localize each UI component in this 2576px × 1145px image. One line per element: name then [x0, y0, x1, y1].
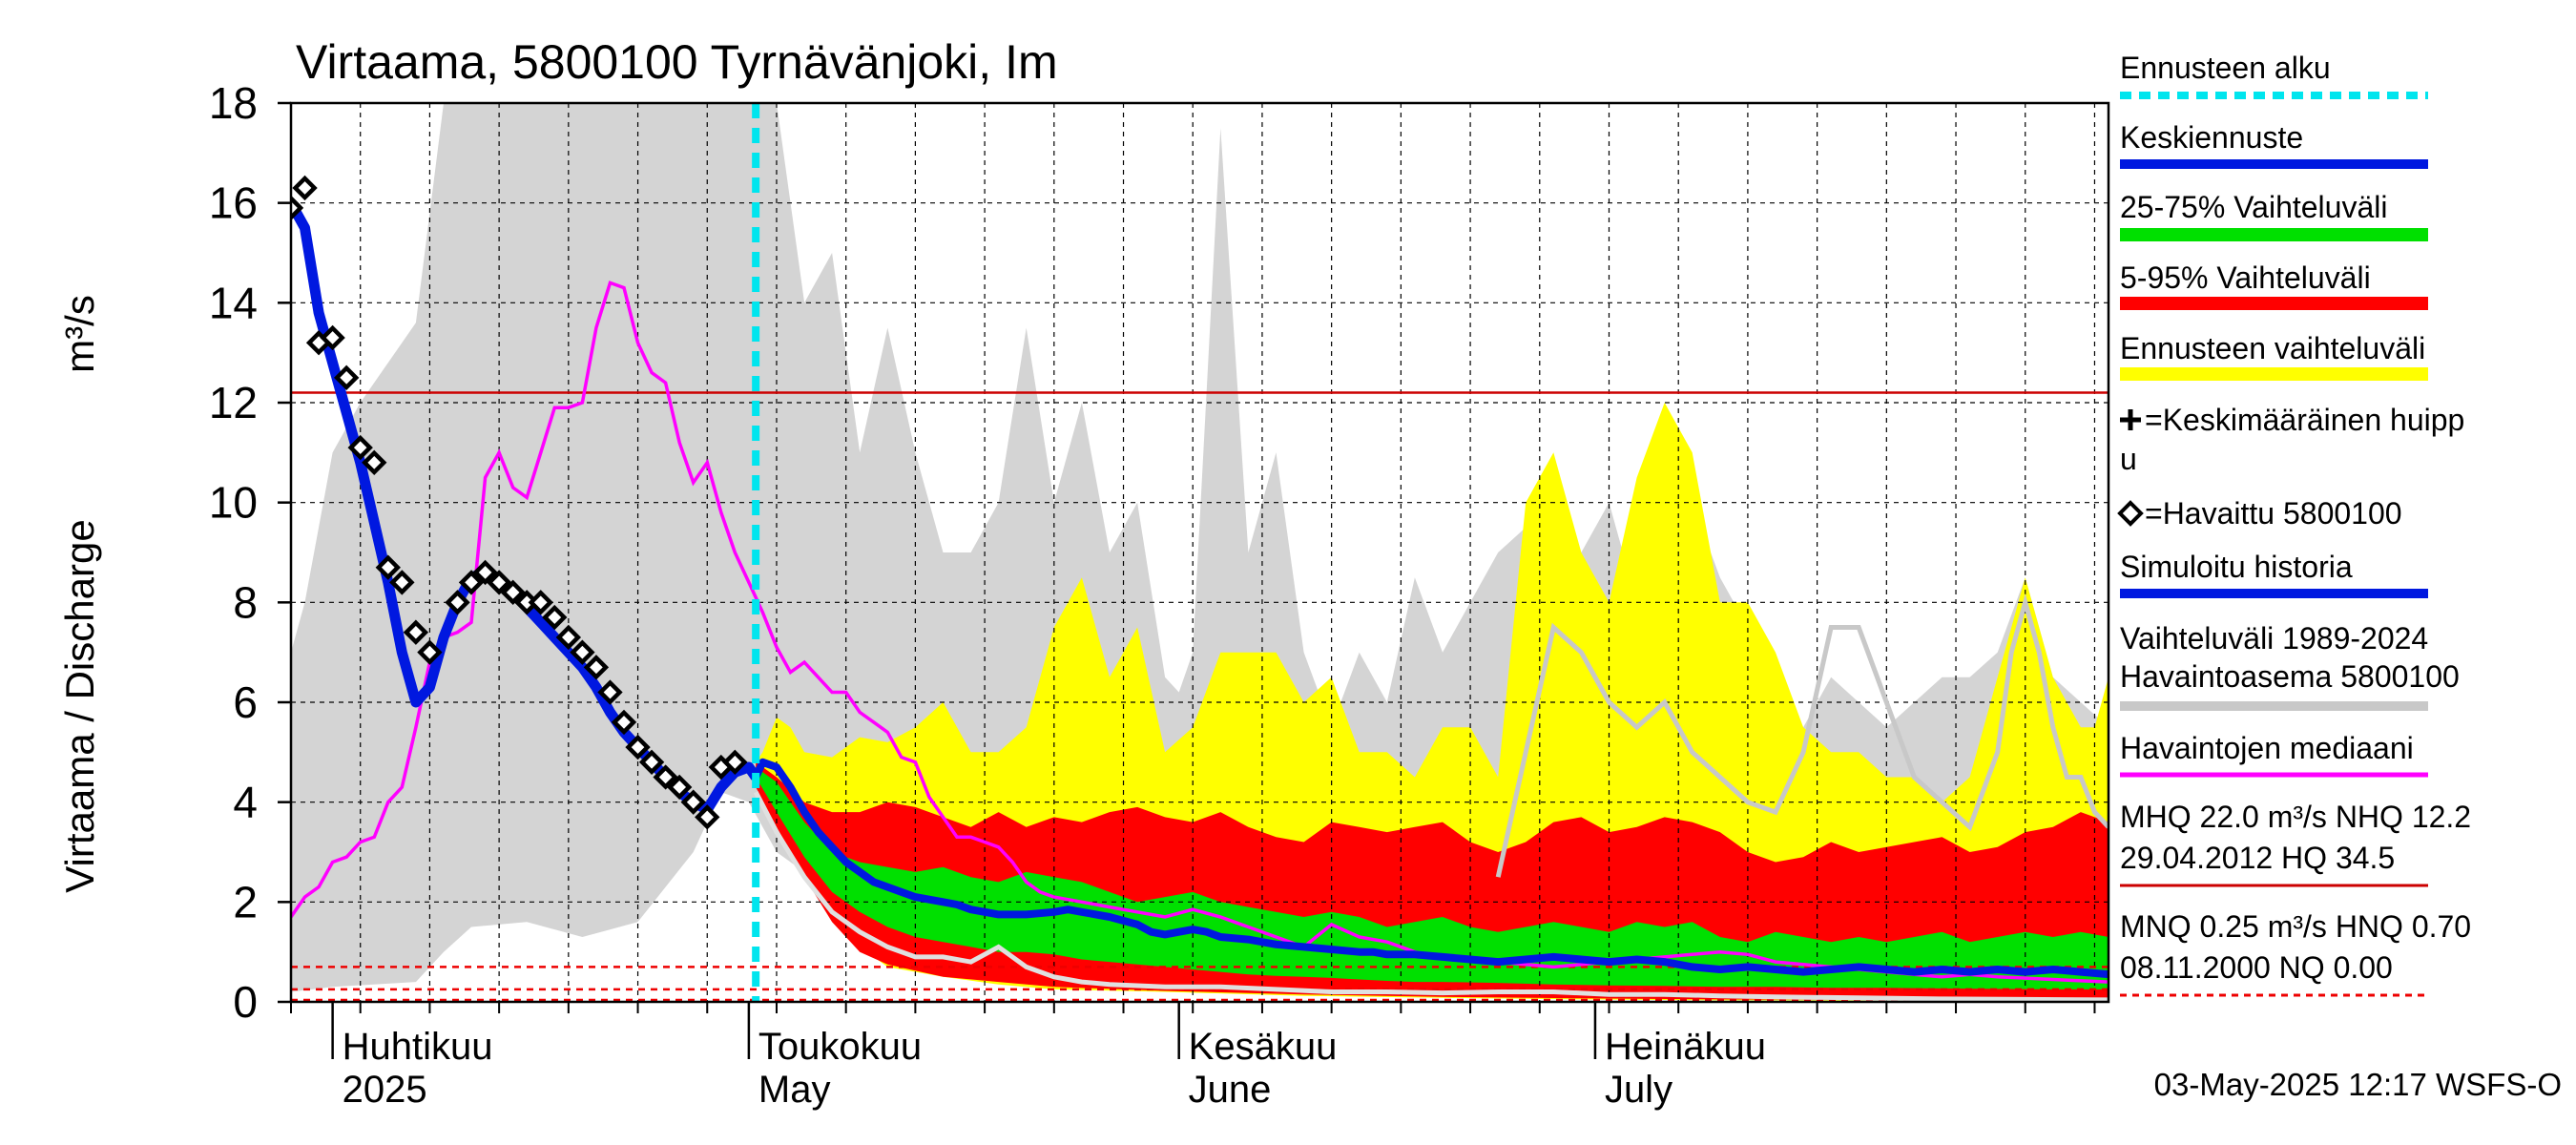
legend-band-25-75-label: 25-75% Vaihteluväli [2120, 190, 2387, 224]
month-label-en: 2025 [343, 1069, 427, 1111]
observed-point [625, 734, 651, 760]
grid-layer [290, 102, 2109, 1003]
legend-forecast-start-label: Ennusteen alku [2120, 51, 2331, 85]
legend-observed-marker [2117, 500, 2144, 527]
observed-point [722, 749, 748, 775]
legend-plus-marker [2120, 409, 2141, 430]
observed-point [320, 324, 345, 351]
legend-hist-range-label: Vaihteluväli 1989-2024 [2120, 621, 2428, 656]
month-label-en: June [1189, 1069, 1272, 1111]
observed-point [555, 624, 582, 651]
y-axis-unit: m³/s [57, 295, 102, 373]
legend-stats1-line1: MHQ 22.0 m³/s NHQ 12.2 [2120, 800, 2471, 834]
observed-point [500, 579, 526, 606]
observed-point [638, 749, 665, 775]
observed-point [597, 679, 623, 705]
legend-observed-label: =Havaittu 5800100 [2145, 496, 2402, 531]
month-label-en: July [1605, 1069, 1672, 1111]
y-tick-label: 14 [209, 278, 258, 327]
legend: Ennusteen alku Keskiennuste 25-75% Vaihtel… [2117, 51, 2471, 997]
observed-point [333, 364, 360, 391]
legend-hist-range-label-2: Havaintoasema 5800100 [2120, 659, 2460, 694]
observed-point [666, 774, 693, 801]
month-label-fi: Toukokuu [758, 1026, 922, 1068]
legend-mean-forecast-label: Keskiennuste [2120, 120, 2303, 155]
hist-light-line [1495, 593, 2109, 878]
y-tick-label: 8 [233, 577, 258, 627]
bands-layer [291, 103, 2109, 1001]
observed-point [695, 804, 720, 830]
observed-point [292, 175, 318, 201]
legend-stats1-line2: 29.04.2012 HQ 34.5 [2120, 841, 2395, 875]
legend-stats2-line2: 08.11.2000 NQ 0.00 [2120, 950, 2393, 985]
observed-point [653, 764, 678, 790]
legend-forecast-range-label: Ennusteen vaihteluväli [2120, 331, 2425, 365]
legend-simulated-label: Simuloitu historia [2120, 550, 2353, 584]
observed-point [375, 554, 401, 580]
observed-point [417, 639, 443, 665]
legend-avg-peak-label-2: u [2120, 442, 2137, 476]
observed-point [680, 789, 706, 815]
y-tick-label: 0 [233, 977, 258, 1027]
y-tick-label: 6 [233, 677, 258, 727]
observed-point [389, 570, 415, 595]
lines-layer [291, 103, 2109, 1002]
legend-stats2-line1: MNQ 0.25 m³/s HNQ 0.70 [2120, 909, 2471, 944]
observed-point [486, 570, 512, 595]
y-tick-label: 10 [209, 478, 258, 528]
plot-frame [289, 101, 2110, 1004]
observed-point [403, 619, 429, 645]
y-tick-label: 2 [233, 877, 258, 926]
observed-point [583, 655, 610, 680]
observed-point [445, 590, 470, 615]
month-label-fi: Huhtikuu [343, 1026, 493, 1068]
chart-title: Virtaama, 5800100 Tyrnävänjoki, Im [296, 35, 1058, 89]
month-label-fi: Heinäkuu [1605, 1026, 1766, 1068]
observed-point [458, 570, 485, 595]
hist-min-line [753, 791, 2109, 1002]
y-tick-label: 16 [209, 178, 258, 228]
y-tick-label: 12 [209, 378, 258, 427]
legend-avg-peak-label: =Keskimääräinen huipp [2145, 403, 2464, 437]
observed-point [347, 434, 373, 461]
observed-point [570, 639, 595, 665]
observed-point [362, 449, 387, 475]
month-label-fi: Kesäkuu [1189, 1026, 1338, 1068]
observed-point [291, 195, 304, 221]
month-label-en: May [758, 1069, 831, 1111]
mean-forecast-line [752, 758, 2109, 979]
observed-point [611, 709, 637, 736]
observed-point [542, 604, 568, 631]
legend-band-5-95-label: 5-95% Vaihteluväli [2120, 260, 2371, 295]
timestamp: 03-May-2025 12:17 WSFS-O [2154, 1067, 2562, 1102]
observed-point [472, 559, 498, 586]
y-axis-label: Virtaama / Discharge [57, 519, 102, 892]
legend-median-label: Havaintojen mediaani [2120, 731, 2414, 765]
observed-point [528, 590, 553, 615]
band-25-75 [756, 767, 2109, 989]
y-tick-label: 4 [233, 778, 258, 827]
y-tick-label: 18 [209, 78, 258, 128]
